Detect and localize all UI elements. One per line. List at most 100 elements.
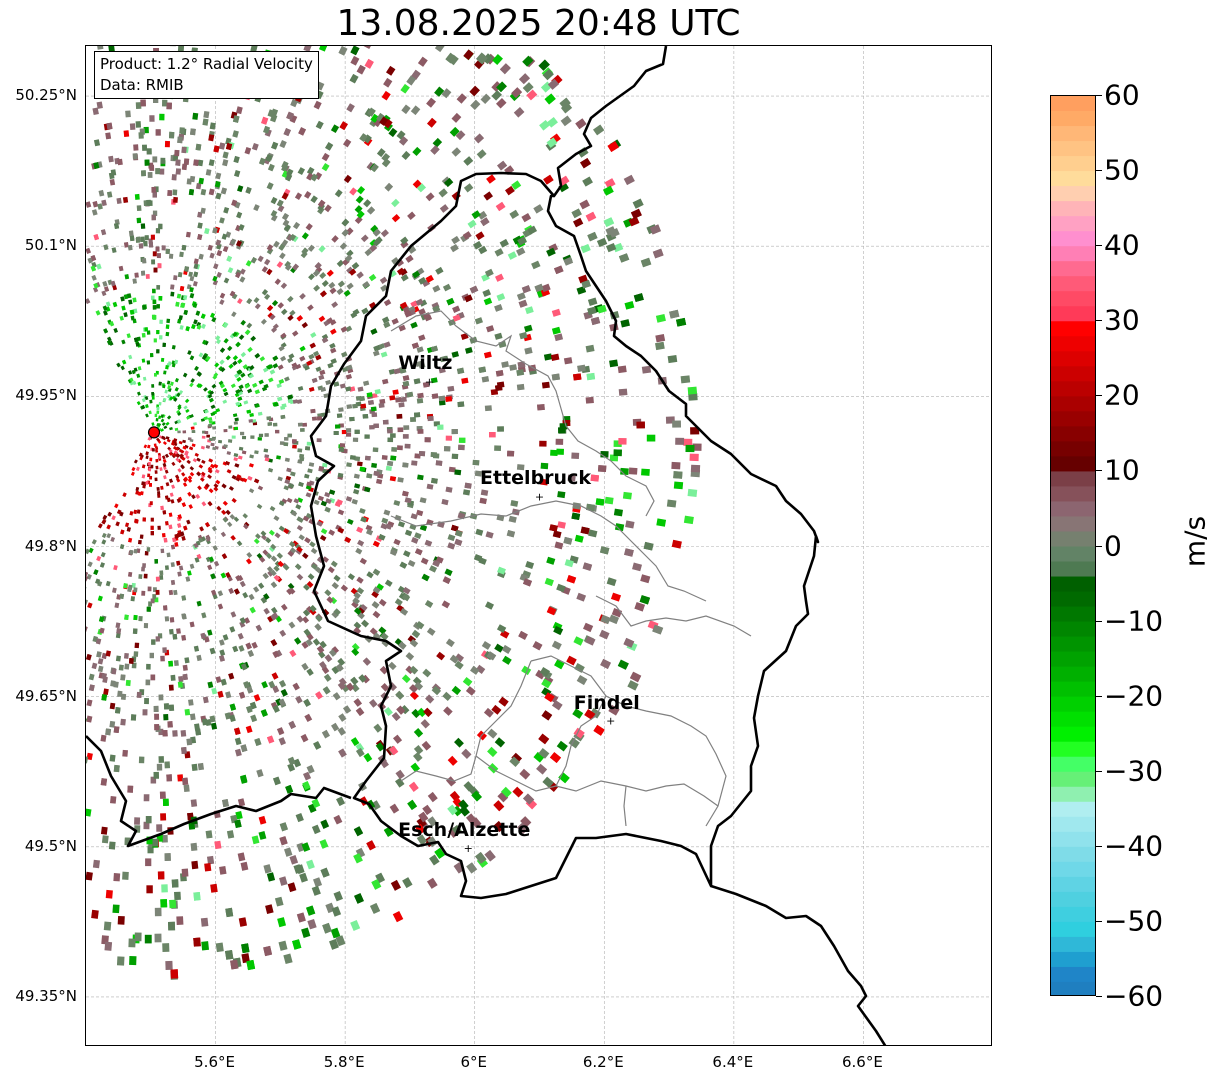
canton-boundary — [595, 595, 752, 637]
velocity-echo-cell — [274, 278, 281, 285]
velocity-echo-cell — [249, 364, 255, 371]
velocity-echo-cell — [142, 376, 147, 381]
velocity-echo-cell — [173, 450, 179, 455]
velocity-echo-cell — [127, 571, 133, 577]
velocity-echo-cell — [236, 106, 243, 115]
velocity-echo-cell — [494, 332, 503, 340]
velocity-echo-cell — [135, 102, 142, 110]
velocity-echo-cell — [311, 377, 318, 383]
colorbar-segment — [1051, 801, 1095, 818]
colorbar-segment — [1051, 831, 1095, 848]
radar-site-marker[interactable] — [147, 426, 161, 439]
velocity-echo-cell — [350, 737, 360, 747]
colorbar-tick-mark — [1096, 470, 1102, 472]
velocity-echo-cell — [470, 99, 481, 110]
velocity-echo-cell — [321, 152, 330, 162]
map-plot-area[interactable]: + + + + — [85, 45, 992, 1046]
velocity-echo-cell — [327, 566, 335, 574]
velocity-echo-cell — [495, 370, 504, 377]
velocity-echo-cell — [466, 686, 476, 696]
velocity-echo-cell — [417, 707, 427, 718]
velocity-echo-cell — [346, 462, 352, 468]
velocity-echo-cell — [464, 294, 473, 303]
velocity-echo-cell — [86, 871, 93, 881]
velocity-echo-cell — [177, 681, 184, 688]
velocity-echo-cell — [310, 563, 318, 570]
velocity-echo-cell — [292, 263, 299, 271]
velocity-echo-cell — [157, 455, 162, 459]
velocity-echo-cell — [120, 718, 126, 726]
velocity-echo-cell — [357, 386, 364, 392]
velocity-echo-cell — [327, 362, 334, 369]
colorbar-segment — [1051, 921, 1095, 938]
velocity-echo-cell — [690, 464, 701, 473]
velocity-echo-cell — [186, 459, 191, 465]
velocity-echo-cell — [185, 455, 190, 460]
velocity-echo-cell — [369, 244, 378, 252]
velocity-echo-cell — [86, 598, 88, 606]
velocity-echo-cell — [274, 560, 282, 568]
velocity-echo-cell — [348, 268, 357, 276]
velocity-echo-cell — [201, 323, 206, 329]
velocity-echo-cell — [192, 112, 199, 120]
velocity-echo-cell — [516, 383, 525, 391]
radar-map-canvas[interactable]: ++++ — [86, 46, 992, 1046]
velocity-echo-cell — [90, 255, 97, 262]
velocity-echo-cell — [391, 711, 401, 722]
colorbar-segment — [1051, 126, 1095, 142]
velocity-echo-cell — [186, 178, 192, 185]
velocity-echo-cell — [265, 904, 274, 914]
velocity-echo-cell — [406, 75, 417, 86]
velocity-echo-cell — [245, 725, 253, 734]
velocity-echo-cell — [369, 699, 378, 708]
velocity-echo-cell — [191, 860, 199, 870]
velocity-echo-cell — [133, 144, 139, 151]
velocity-echo-cell — [330, 347, 337, 354]
velocity-echo-cell — [171, 344, 176, 350]
velocity-echo-cell — [160, 357, 165, 362]
velocity-echo-cell — [157, 493, 161, 498]
velocity-echo-cell — [449, 126, 460, 137]
velocity-echo-cell — [109, 754, 116, 762]
velocity-echo-cell — [454, 538, 463, 546]
velocity-echo-cell — [214, 840, 222, 850]
velocity-echo-cell — [425, 694, 435, 704]
velocity-echo-cell — [232, 355, 239, 361]
velocity-echo-cell — [312, 877, 323, 888]
velocity-echo-cell — [117, 509, 122, 515]
velocity-echo-cell — [458, 437, 466, 443]
velocity-echo-cell — [263, 593, 270, 600]
velocity-echo-cell — [195, 143, 202, 151]
velocity-echo-cell — [406, 391, 414, 398]
colorbar-segment — [1051, 366, 1095, 382]
velocity-echo-cell — [655, 313, 666, 323]
velocity-echo-cell — [509, 209, 520, 219]
lat-tick-label: 49.65°N — [15, 686, 77, 705]
velocity-echo-cell — [573, 727, 585, 739]
velocity-echo-cell — [618, 253, 630, 263]
velocity-echo-cell — [201, 501, 207, 507]
velocity-echo-cell — [196, 457, 201, 462]
velocity-echo-cell — [103, 688, 109, 696]
velocity-echo-cell — [628, 216, 640, 227]
velocity-echo-cell — [170, 674, 176, 681]
velocity-echo-cell — [133, 337, 138, 342]
velocity-echo-cell — [146, 330, 151, 335]
velocity-echo-cell — [387, 460, 394, 467]
velocity-echo-cell — [222, 151, 229, 159]
velocity-echo-cell — [297, 167, 306, 176]
velocity-echo-cell — [480, 489, 489, 496]
velocity-echo-cell — [170, 441, 176, 446]
velocity-echo-cell — [96, 46, 104, 50]
canton-boundary — [555, 695, 607, 787]
velocity-echo-cell — [420, 719, 430, 729]
velocity-echo-cell — [245, 558, 252, 565]
velocity-echo-cell — [281, 403, 287, 408]
velocity-echo-cell — [283, 953, 293, 965]
velocity-echo-cell — [360, 403, 367, 409]
colorbar-segment — [1051, 441, 1095, 457]
velocity-echo-cell — [364, 486, 371, 493]
velocity-echo-cell — [356, 461, 363, 467]
velocity-echo-cell — [138, 574, 143, 579]
velocity-echo-cell — [172, 189, 178, 196]
